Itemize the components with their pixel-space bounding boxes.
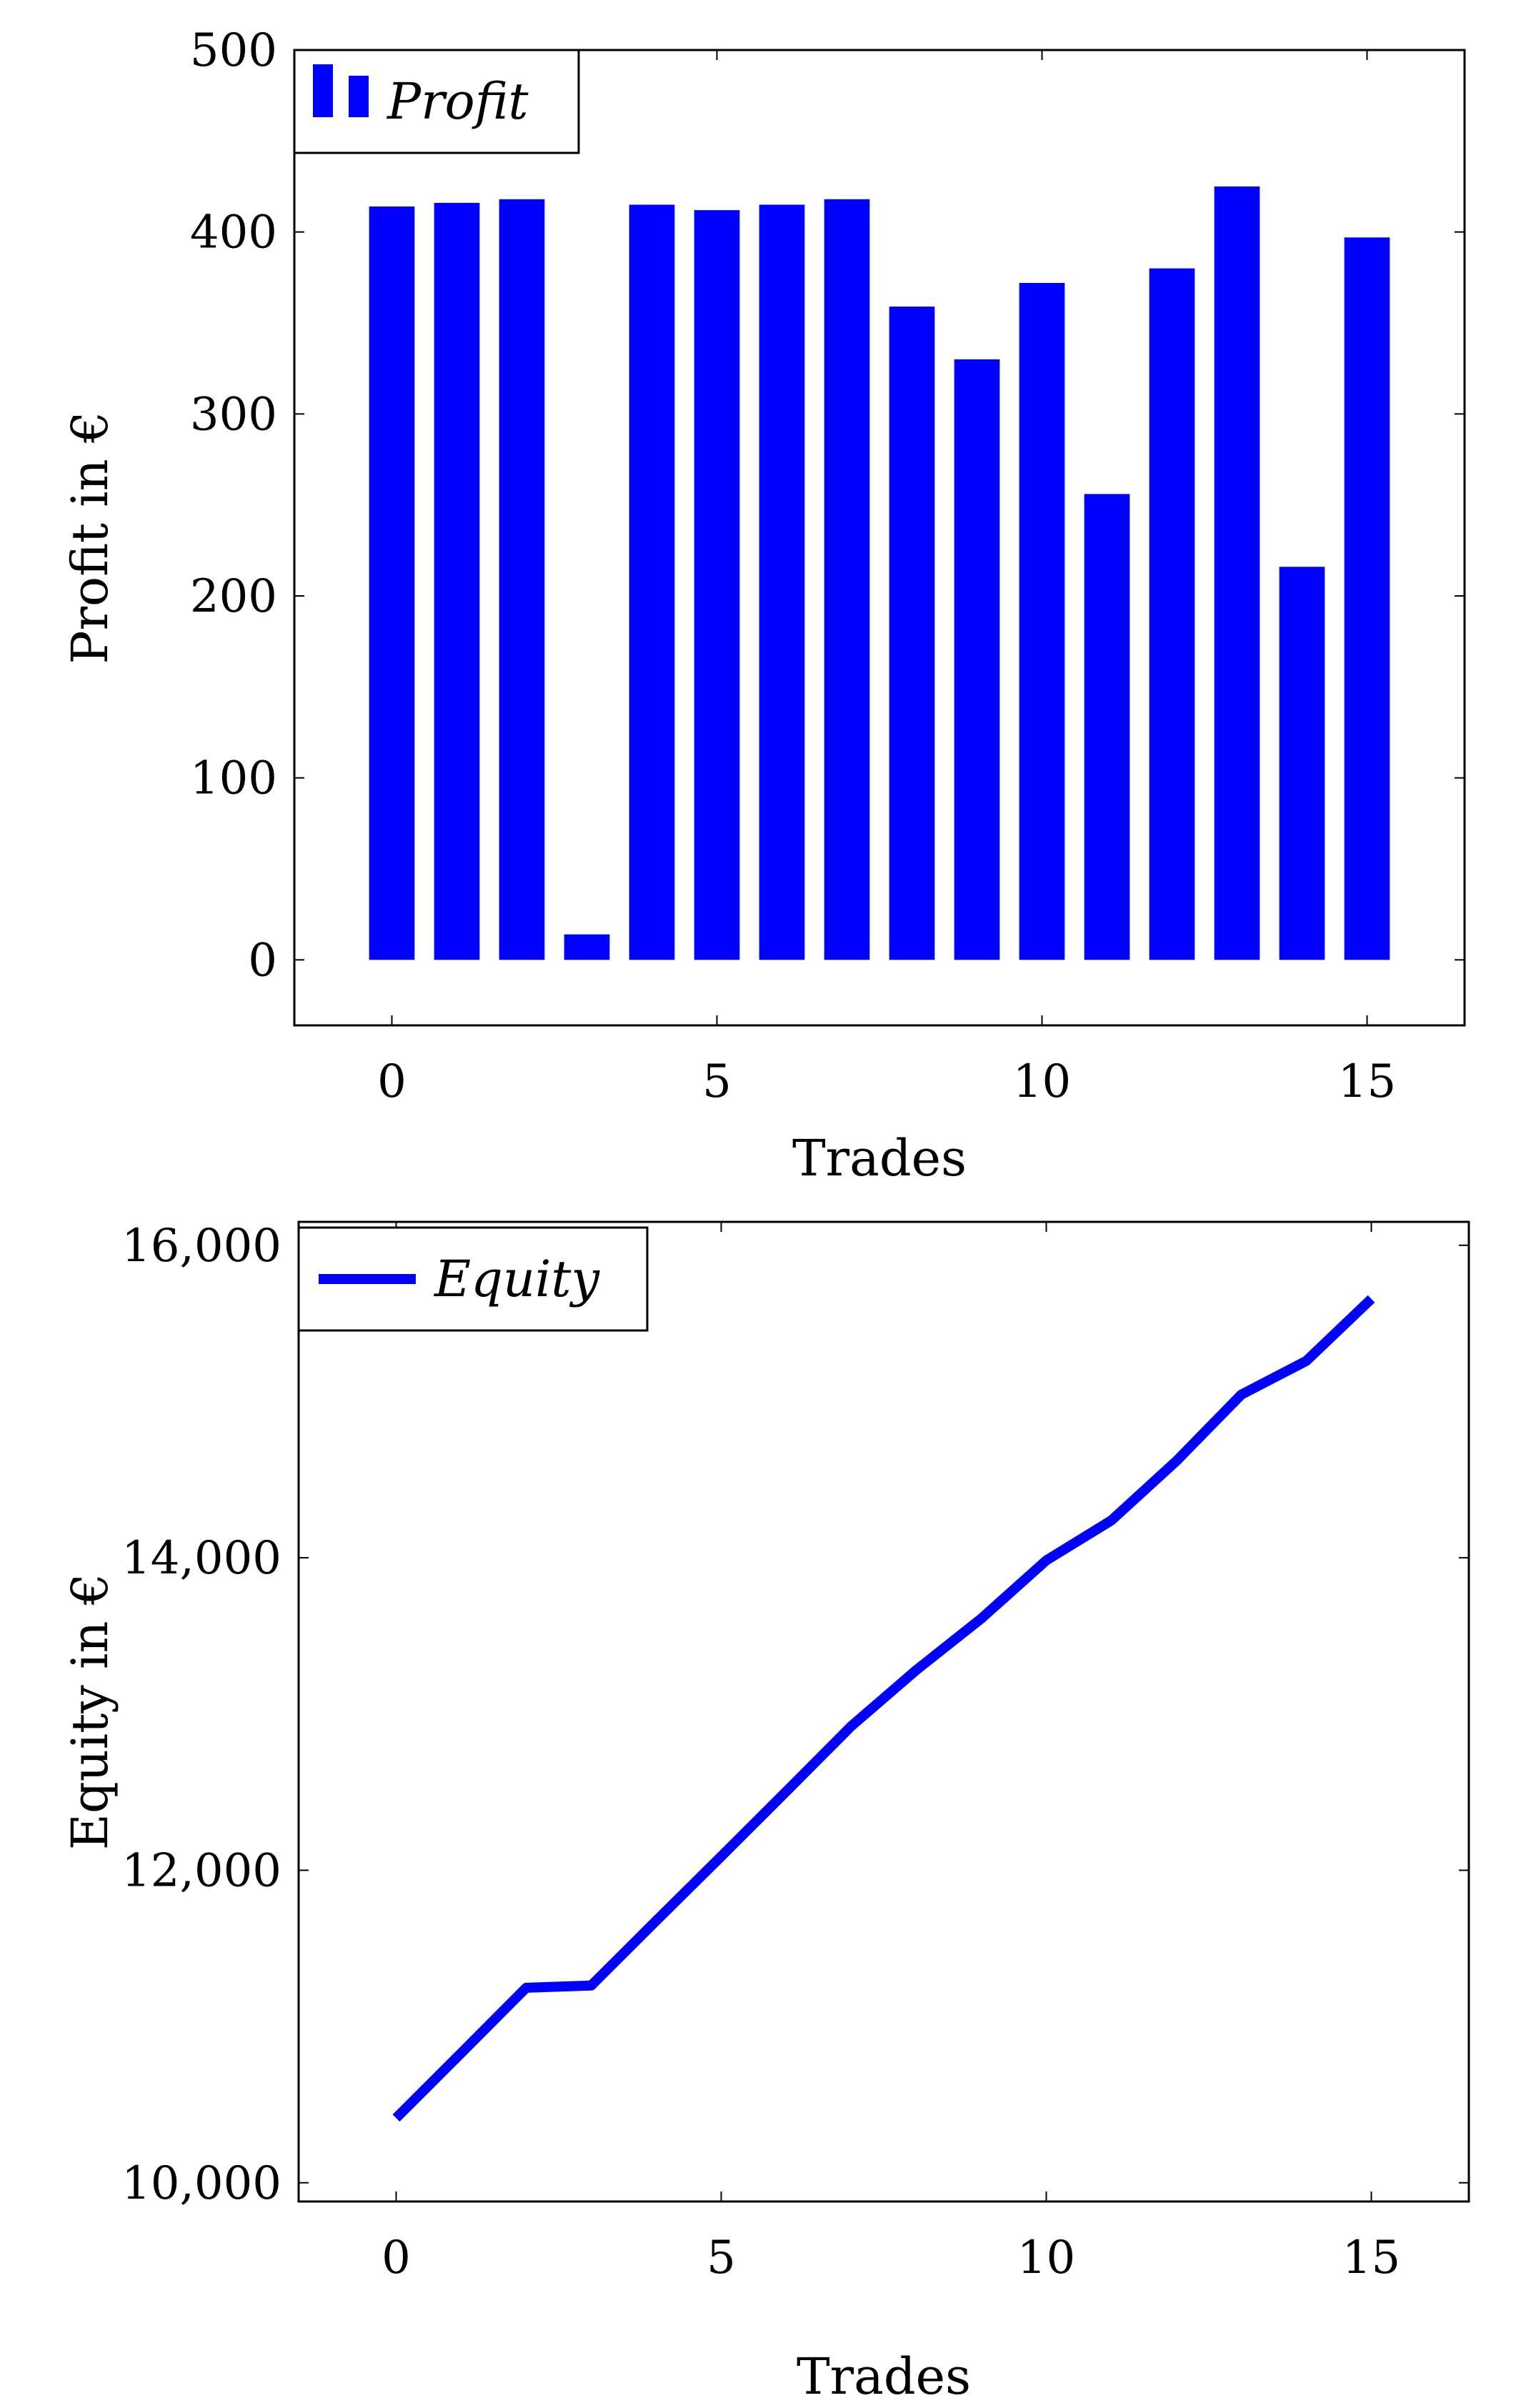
legend-swatch-bar — [349, 76, 369, 117]
x-tick-label: 0 — [377, 1055, 407, 1108]
bar-trade-1 — [434, 202, 480, 960]
x-tick-label: 10 — [1013, 1055, 1071, 1108]
legend-swatch-bar — [313, 64, 333, 117]
x-axis-label: Trades — [797, 2347, 971, 2405]
y-tick-label: 500 — [190, 24, 277, 77]
x-tick-label: 15 — [1338, 1055, 1396, 1108]
bar-trade-9 — [954, 359, 1000, 960]
bar-trade-0 — [369, 207, 415, 960]
bar-trade-4 — [629, 204, 675, 960]
x-tick-label: 5 — [702, 1055, 732, 1108]
y-tick-label: 100 — [190, 752, 277, 805]
y-tick-label: 300 — [190, 388, 277, 441]
x-tick-label: 0 — [382, 2232, 411, 2284]
y-tick-label: 16,000 — [121, 1220, 281, 1273]
x-tick-label: 10 — [1017, 2232, 1075, 2284]
y-tick-label: 200 — [190, 570, 277, 623]
bar-trade-3 — [564, 934, 610, 960]
legend-box — [293, 49, 580, 154]
y-tick-label: 0 — [248, 934, 277, 987]
bar-trade-15 — [1344, 237, 1390, 960]
plot-frame — [297, 1220, 1470, 2203]
x-tick-label: 15 — [1342, 2232, 1400, 2284]
y-tick-label: 10,000 — [121, 2157, 281, 2210]
bar-trade-6 — [759, 204, 805, 960]
plot-frame — [293, 49, 1466, 1027]
y-tick-label: 12,000 — [121, 1844, 281, 1897]
y-tick-label: 14,000 — [121, 1532, 281, 1585]
y-axis-label: Equity in € — [61, 1573, 119, 1851]
y-tick-label: 400 — [190, 207, 277, 259]
equity-line-chart: 0 5 10 15 10,000 12,000 14,000 16,000 Trades Equi… — [61, 1220, 1470, 2406]
bar-trade-11 — [1084, 494, 1130, 960]
bar-trade-7 — [824, 199, 870, 960]
bar-trade-5 — [694, 210, 740, 960]
bar-trade-2 — [499, 199, 545, 960]
bar-trade-13 — [1214, 186, 1260, 960]
equity-line — [392, 1295, 1375, 2122]
y-axis-label: Profit in € — [61, 411, 119, 664]
legend-label: Equity — [433, 1250, 601, 1308]
bar-trade-12 — [1149, 268, 1195, 960]
x-tick-label: 5 — [707, 2232, 736, 2284]
profit-bar-chart: 0 5 10 15 0 100 200 300 400 500 Trades Profit in € P… — [61, 24, 1466, 1188]
bar-trade-8 — [889, 307, 935, 960]
x-axis-label: Trades — [792, 1129, 967, 1188]
bar-trade-14 — [1279, 567, 1325, 960]
legend-label: Profit — [386, 72, 529, 131]
bar-trade-10 — [1019, 282, 1065, 960]
